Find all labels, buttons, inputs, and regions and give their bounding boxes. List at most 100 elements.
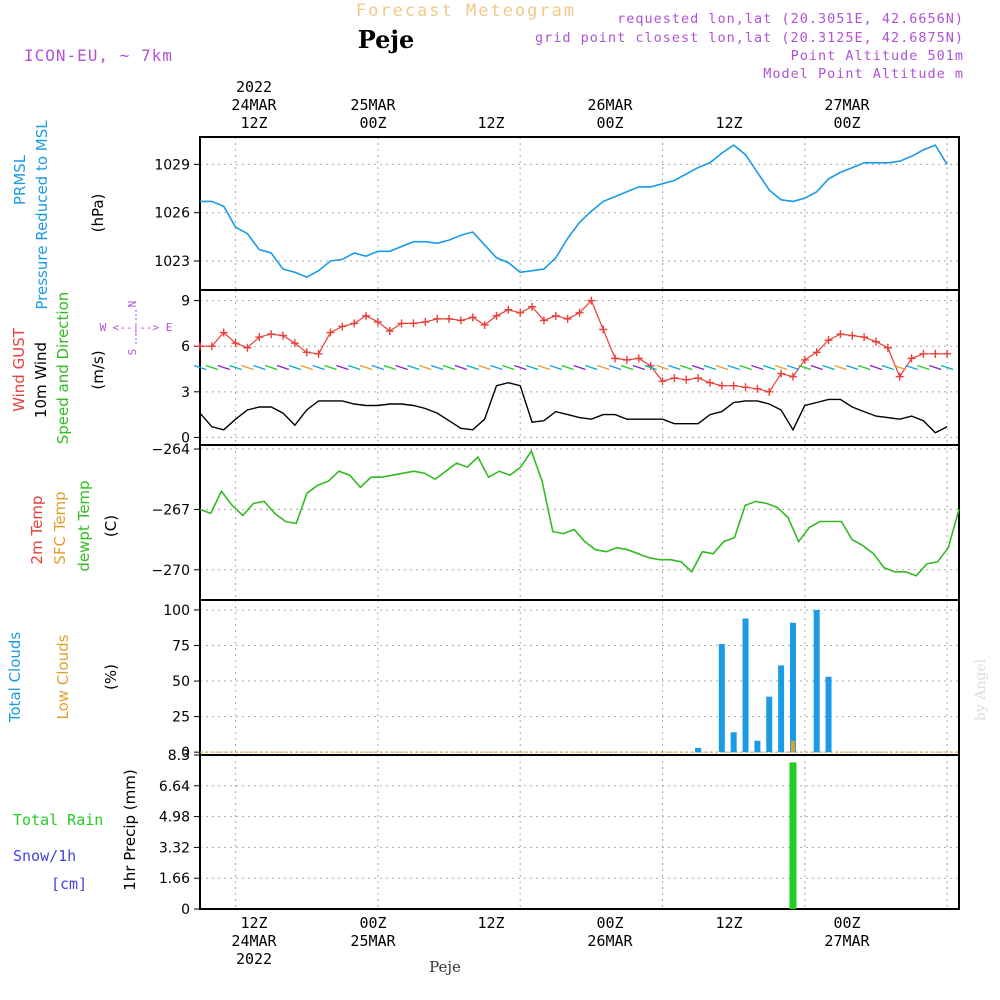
gust-marker	[539, 316, 548, 325]
total-clouds-bar	[754, 740, 761, 753]
precip-label-cm: [cm]	[51, 875, 87, 893]
wind-direction-arrow	[502, 364, 515, 371]
precipitation-ytick-label: 4.98	[159, 810, 190, 826]
credit-watermark: by Angel	[973, 658, 989, 721]
gust-marker	[895, 372, 904, 381]
gust-marker	[824, 336, 833, 345]
temperature-ytick-label: −264	[152, 442, 191, 458]
gust-marker	[409, 319, 418, 328]
wind-direction-arrow	[680, 364, 693, 371]
wind-direction-arrow	[395, 364, 408, 371]
grid-point-coords: grid point closest lon,lat (20.3125E, 42…	[535, 30, 964, 46]
wind-direction-arrow	[822, 364, 835, 371]
pressure-label-msl: Pressure Reduced to MSL	[33, 120, 51, 310]
gust-marker	[800, 355, 809, 364]
gust-marker	[563, 314, 572, 323]
gust-marker	[207, 342, 216, 351]
gust-marker	[480, 320, 489, 329]
top-axis-date: 26MAR	[587, 96, 633, 114]
pressure-ytick-label: 1026	[154, 206, 190, 222]
wind-direction-arrow	[715, 364, 729, 371]
wind-panel-labels: Wind GUST 10m Wind Speed and Direction (…	[10, 292, 172, 445]
gust-marker	[765, 387, 774, 396]
wind-direction-arrow	[229, 364, 242, 371]
gust-marker	[433, 314, 442, 323]
gust-marker	[243, 343, 252, 352]
panels-layer: 1023102610290369−270−267−264025507510001…	[152, 136, 960, 918]
gust-marker	[362, 311, 371, 320]
clouds-label-total: Total Clouds	[6, 632, 24, 724]
gust-line	[200, 299, 948, 393]
wind-direction-arrow	[786, 364, 800, 371]
wind-direction-arrow	[336, 364, 349, 371]
precipitation-frame	[199, 754, 960, 910]
gust-marker	[717, 381, 726, 390]
temp-label-2m: 2m Temp	[28, 496, 46, 565]
bottom-axis-hour: 00Z	[833, 914, 860, 932]
precipitation-ytick-label: 3.32	[159, 840, 190, 856]
wind-direction-arrow	[810, 364, 823, 371]
wind-direction-arrow	[419, 364, 432, 371]
wind-direction-arrow	[834, 364, 847, 371]
wind-ytick-label: 0	[181, 430, 190, 446]
temp-panel-labels: 2m Temp SFC Temp dewpt Temp (C)	[28, 480, 120, 571]
total-clouds-bar	[766, 696, 773, 753]
gust-marker	[551, 311, 560, 320]
wind-direction-arrow	[217, 364, 230, 371]
wind-direction-arrow	[312, 364, 325, 371]
gust-marker	[231, 339, 240, 348]
wind-direction-arrow	[537, 364, 551, 371]
gust-marker	[219, 328, 228, 337]
wind-direction-arrow	[668, 364, 681, 371]
precip-panel-labels: Total Rain Snow/1h [cm] 1hr Precip (mm)	[13, 769, 139, 893]
gust-marker	[373, 317, 382, 326]
wind-direction-arrow	[241, 364, 254, 371]
bottom-axis-hour: 00Z	[596, 914, 623, 932]
total-clouds-bar	[718, 644, 725, 753]
wind-direction-arrow	[656, 364, 669, 371]
compass-rose: N W <--|--> E S	[100, 301, 173, 356]
gust-marker	[860, 333, 869, 342]
gust-marker	[445, 314, 454, 323]
wind-direction-arrow	[490, 364, 503, 371]
gust-marker	[599, 325, 608, 334]
low-clouds-bar	[790, 740, 795, 753]
gust-marker	[456, 316, 465, 325]
temperature-frame	[199, 444, 960, 601]
gust-marker	[788, 372, 797, 381]
wind-direction-arrow	[869, 364, 883, 371]
gust-marker	[279, 331, 288, 340]
top-axis-year: 2022	[236, 78, 272, 96]
wind-direction-arrow	[466, 364, 479, 371]
gust-marker	[528, 302, 537, 311]
pressure-panel: 1023 1026 1029	[154, 136, 960, 291]
gust-marker	[622, 355, 631, 364]
precip-unit: 1hr Precip (mm)	[121, 769, 139, 890]
gust-marker	[931, 349, 940, 358]
top-axis-date: 24MAR	[231, 96, 277, 114]
top-axis-hour: 00Z	[359, 114, 386, 132]
gust-marker	[385, 327, 394, 336]
pressure-ytick-label: 1023	[154, 254, 190, 270]
precip-label-rain: Total Rain	[13, 811, 103, 829]
wind-direction-arrow	[917, 364, 930, 371]
wind-direction-arrow	[644, 364, 657, 371]
footer-station: Peje	[429, 958, 461, 976]
wind-direction-arrow	[525, 364, 539, 371]
wind-direction-arrow	[881, 364, 895, 371]
gust-marker	[871, 337, 880, 346]
gust-marker	[290, 339, 299, 348]
dewpt-line	[199, 449, 960, 577]
requested-coords: requested lon,lat (20.3051E, 42.6656N)	[617, 11, 964, 27]
wind-direction-arrow	[798, 364, 812, 371]
gust-marker	[468, 313, 477, 322]
clouds-ytick-label: 25	[172, 710, 190, 726]
precipitation-panel: 0 1.66 3.32 4.98 6.64 8.3	[159, 748, 960, 918]
wind-unit: (m/s)	[89, 350, 107, 389]
total-clouds-bar	[730, 732, 737, 753]
gust-marker	[682, 375, 691, 384]
wind-direction-arrow	[739, 364, 752, 371]
chart-title: Forecast Meteogram	[356, 1, 576, 21]
total-clouds-bar	[825, 676, 832, 753]
top-axis-hour: 00Z	[596, 114, 623, 132]
